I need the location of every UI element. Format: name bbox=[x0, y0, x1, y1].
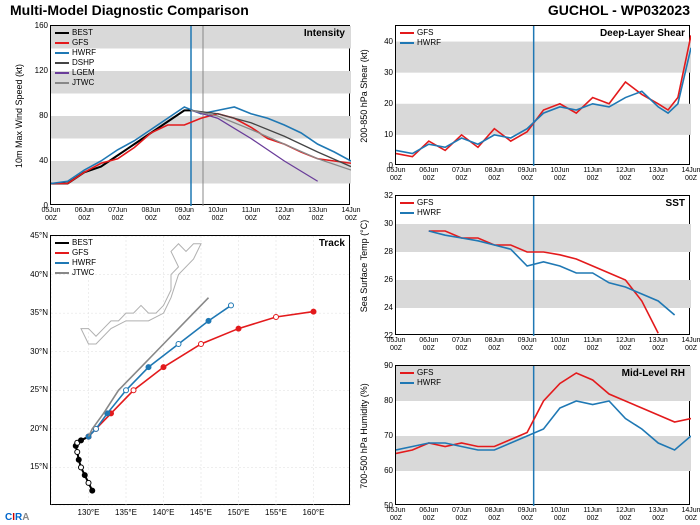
cira-logo: CIRA bbox=[5, 512, 29, 523]
title-left: Multi-Model Diagnostic Comparison bbox=[10, 2, 249, 18]
panel-sst: 22242628303205Jun00Z06Jun00Z07Jun00Z08Ju… bbox=[395, 195, 690, 335]
title-right: GUCHOL - WP032023 bbox=[548, 2, 690, 18]
header: Multi-Model Diagnostic Comparison GUCHOL… bbox=[0, 2, 700, 22]
dashboard: Multi-Model Diagnostic Comparison GUCHOL… bbox=[0, 0, 700, 525]
panel-intensity: 0408012016005Jun00Z06Jun00Z07Jun00Z08Jun… bbox=[50, 25, 350, 205]
panel-shear: 01020304005Jun00Z06Jun00Z07Jun00Z08Jun00… bbox=[395, 25, 690, 165]
panel-rh: 506070809005Jun00Z06Jun00Z07Jun00Z08Jun0… bbox=[395, 365, 690, 505]
panel-track: 15°N20°N25°N30°N35°N40°N45°N130°E135°E14… bbox=[50, 235, 350, 505]
